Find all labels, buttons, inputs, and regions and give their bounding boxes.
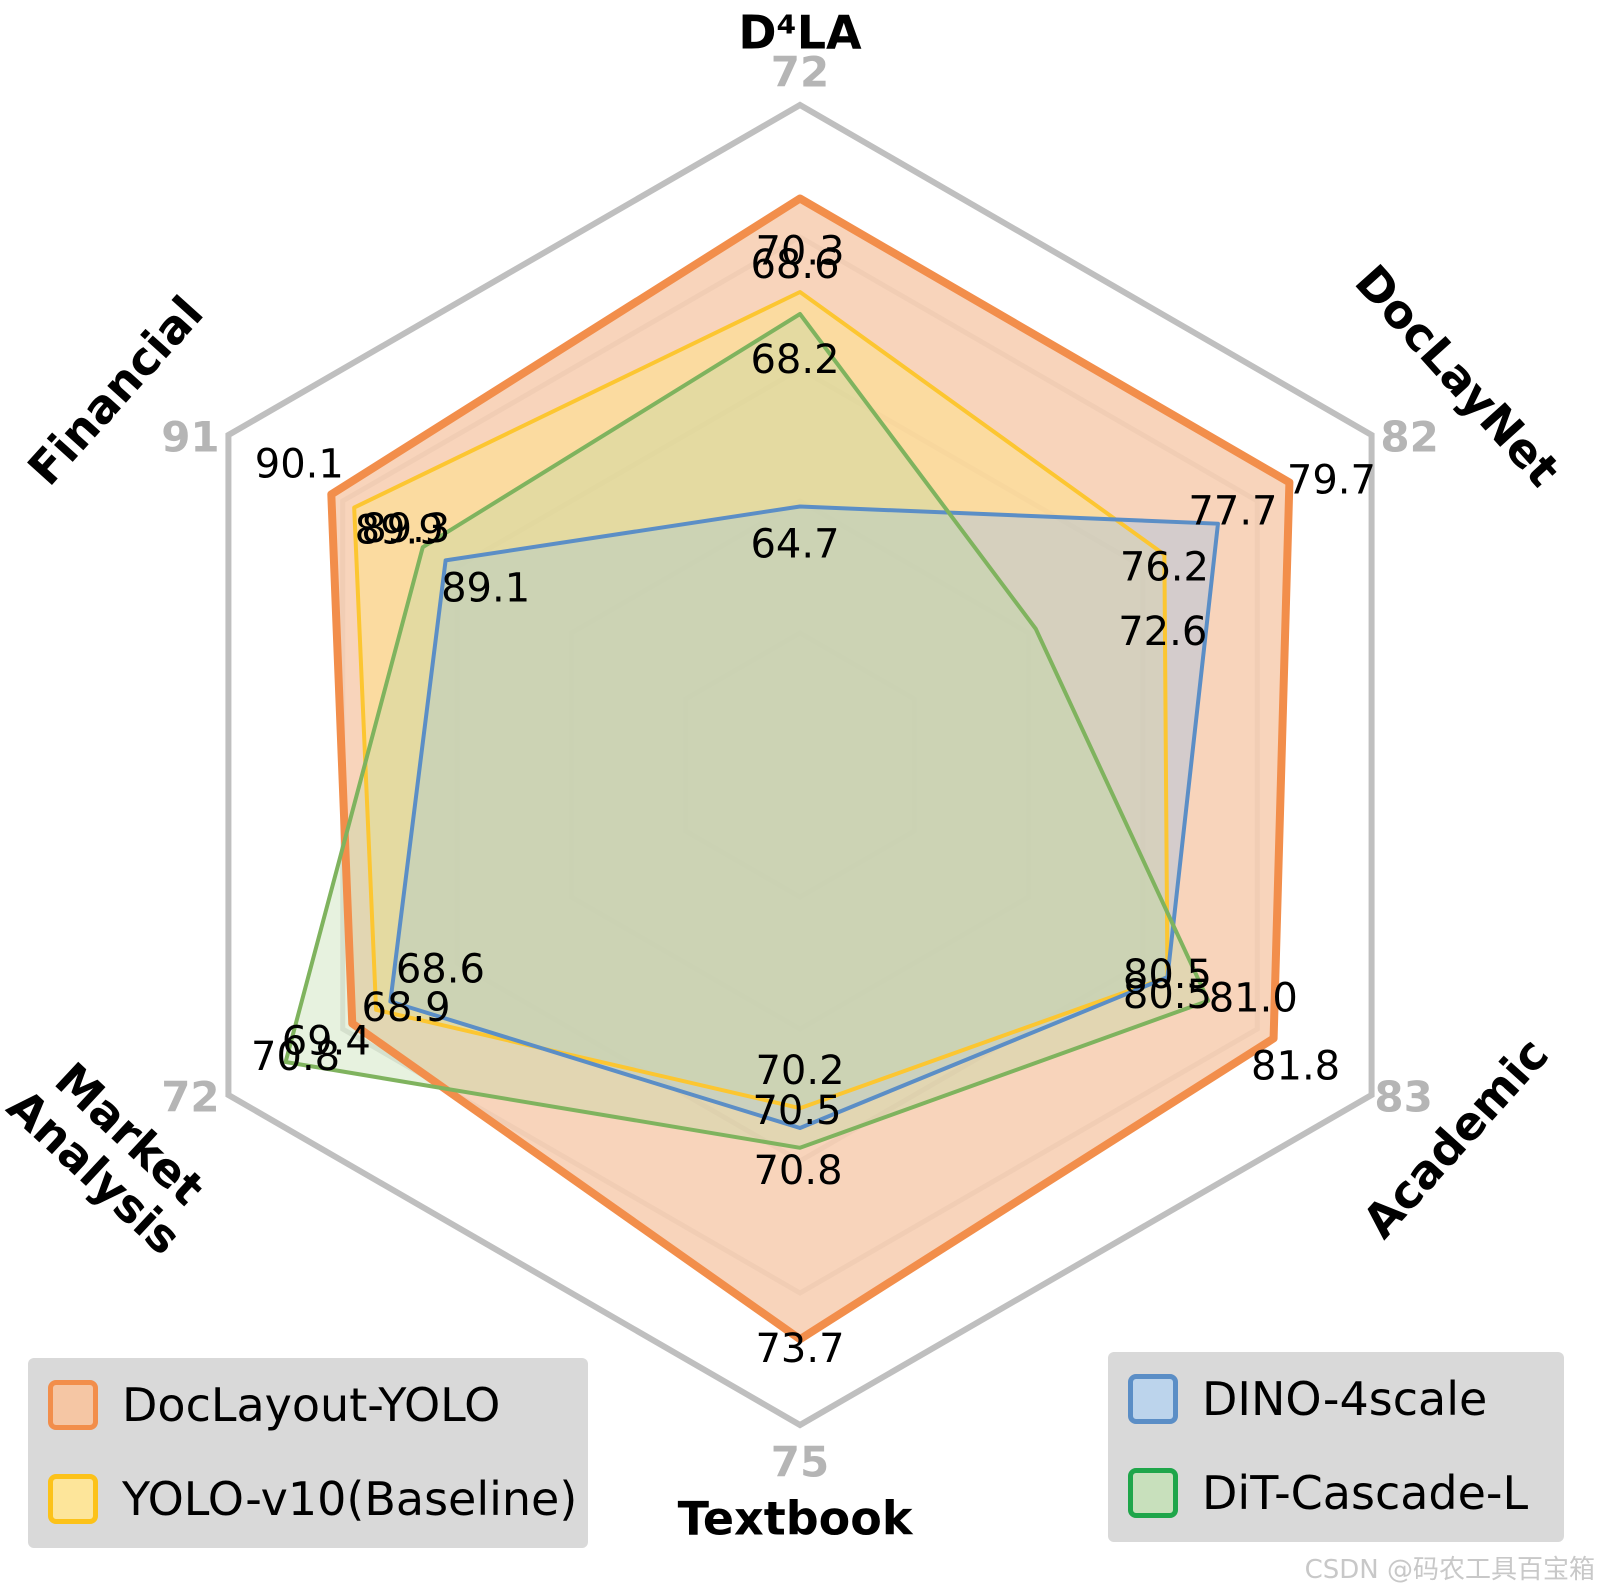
legend-swatch-yolo-v10 <box>48 1474 98 1524</box>
legend-left: DocLayout-YOLO YOLO-v10(Baseline) <box>28 1358 588 1548</box>
value-label: 80.5 <box>1123 972 1212 1018</box>
grid-ring-outer <box>225 101 1375 1429</box>
legend-item-dit-cascade-l: DiT-Cascade-L <box>1108 1446 1564 1540</box>
axis-max-label: 72 <box>771 48 829 97</box>
value-label: 70.8 <box>753 1148 842 1194</box>
axis-max-label: 91 <box>161 413 219 462</box>
series-area-dit-cascade-l <box>285 314 1209 1148</box>
value-label: 69.4 <box>282 1019 371 1065</box>
axis-name: Academic <box>1352 1027 1559 1248</box>
series-line-dit-cascade-l <box>283 312 1211 1150</box>
value-label: 76.2 <box>1120 545 1209 591</box>
value-label: 80.5 <box>1123 952 1212 998</box>
series-line-dino-4scale <box>388 504 1220 1130</box>
value-label: 70.8 <box>251 1034 340 1080</box>
value-label: 72.6 <box>1118 609 1207 655</box>
axis-max-label: 83 <box>1374 1073 1432 1122</box>
value-label: 70.2 <box>755 1048 844 1094</box>
series-line-doclayout-yolo <box>327 194 1294 1344</box>
value-label: 89.3 <box>361 506 450 552</box>
axis-name: Financial <box>17 286 213 496</box>
legend-label-doclayout-yolo: DocLayout-YOLO <box>122 1378 501 1432</box>
value-label: 68.9 <box>362 985 451 1031</box>
legend-label-dit-cascade-l: DiT-Cascade-L <box>1202 1466 1529 1520</box>
axis-max-label: 82 <box>1380 413 1438 462</box>
legend-label-dino-4scale: DINO-4scale <box>1202 1372 1488 1426</box>
series-line-yolo-v10-baseline- <box>352 290 1170 1111</box>
legend-label-yolo-v10: YOLO-v10(Baseline) <box>122 1472 578 1526</box>
legend-swatch-dit-cascade-l <box>1128 1468 1178 1518</box>
value-label: 81.0 <box>1209 976 1298 1022</box>
value-label: 68.6 <box>750 242 839 288</box>
series-area-yolo-v10-baseline- <box>354 292 1168 1109</box>
legend-item-yolo-v10: YOLO-v10(Baseline) <box>28 1452 588 1546</box>
watermark: CSDN @码农工具百宝箱 <box>1304 1555 1595 1585</box>
legend-item-dino-4scale: DINO-4scale <box>1108 1352 1564 1446</box>
value-label: 90.1 <box>255 441 344 487</box>
axis-name: Textbook <box>678 1492 914 1546</box>
value-label: 81.8 <box>1251 1043 1340 1089</box>
legend-item-doclayout-yolo: DocLayout-YOLO <box>28 1358 588 1452</box>
axis-max-label: 75 <box>771 1438 829 1487</box>
axis-name: DocLayNet <box>1345 254 1571 496</box>
value-label: 70.5 <box>752 1088 841 1134</box>
value-label: 68.2 <box>750 337 839 383</box>
value-label: 70.3 <box>755 229 844 275</box>
value-label: 73.7 <box>755 1326 844 1372</box>
legend-swatch-doclayout-yolo <box>48 1380 98 1430</box>
value-label: 89.9 <box>355 508 444 554</box>
series-area-dino-4scale <box>390 506 1218 1128</box>
legend-right: DINO-4scale DiT-Cascade-L <box>1108 1352 1564 1542</box>
legend-swatch-dino-4scale <box>1128 1374 1178 1424</box>
axis-max-label: 72 <box>161 1073 219 1122</box>
value-label: 68.6 <box>396 947 485 993</box>
value-label: 77.7 <box>1188 489 1277 535</box>
value-label: 79.7 <box>1287 457 1376 503</box>
value-label: 64.7 <box>750 522 839 568</box>
value-label: 89.1 <box>441 565 530 611</box>
axis-name: D⁴LA <box>738 6 862 60</box>
